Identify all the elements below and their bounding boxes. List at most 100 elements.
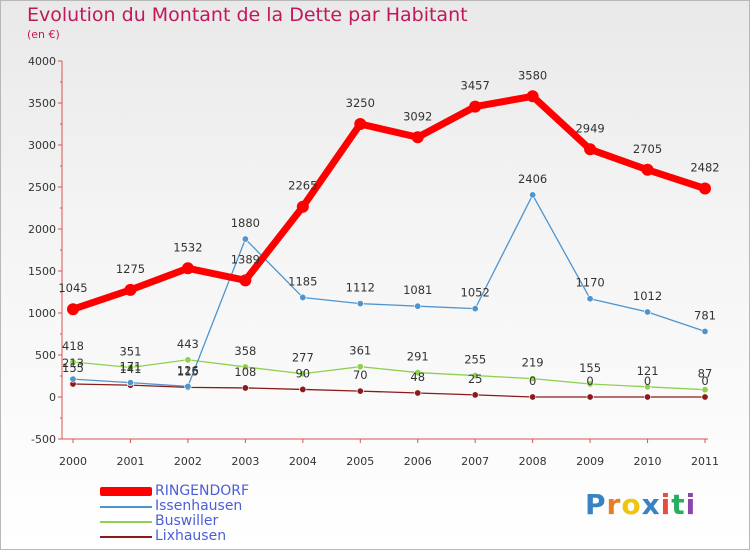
series-line-issenhausen [72,194,706,388]
data-point [701,386,709,394]
data-point [471,372,479,380]
data-label: 90 [295,366,310,380]
x-tick-label: 2011 [691,455,719,468]
data-label: 1045 [58,281,87,295]
data-point [644,308,652,316]
x-tick-label: 2001 [116,455,144,468]
data-label: 171 [119,360,141,374]
data-point [414,302,422,310]
data-label: 1532 [173,240,202,254]
data-label: 0 [586,374,593,388]
y-tick-label: 3000 [28,139,56,152]
logo-letter: r [606,488,622,521]
data-point [644,393,652,401]
data-point [299,385,307,393]
data-label: 1112 [346,281,375,295]
data-label: 418 [62,339,84,353]
data-label: 277 [292,351,314,365]
legend-item-buswiller: Buswiller [100,513,320,529]
y-tick-label: 500 [35,349,56,362]
y-tick-label: 2000 [28,223,56,236]
data-point [471,305,479,313]
data-label: 121 [637,364,659,378]
data-point [241,384,249,392]
data-point [644,383,652,391]
data-label: 0 [644,374,651,388]
x-tick-label: 2004 [289,455,317,468]
data-point [296,200,309,213]
legend-swatch-issenhausen [100,506,152,508]
data-point [411,131,424,144]
legend-label-ringendorf: RINGENDORF [155,483,250,499]
data-label: 3457 [461,79,490,93]
x-tick-label: 2002 [174,455,202,468]
y-tick-label: 1000 [28,307,56,320]
data-point [124,283,137,296]
logo-letter: P [585,488,607,521]
y-tick-label: -500 [31,433,56,446]
data-point [241,363,249,371]
data-label: 2265 [288,179,317,193]
data-point [126,379,134,387]
data-label: 70 [353,368,368,382]
logo-letter: o [621,488,642,521]
series-line-buswiller [72,359,706,391]
data-point [299,293,307,301]
data-label: 2406 [518,172,547,186]
data-label: 1081 [403,283,432,297]
data-point [184,382,192,390]
data-point [69,375,77,383]
data-label: 255 [464,353,486,367]
x-tick-label: 2000 [59,455,87,468]
data-label: 1052 [461,286,490,300]
data-point [299,370,307,378]
logo-letter: t [671,488,686,521]
data-point [701,393,709,401]
data-label: 1170 [575,276,604,290]
data-label: 155 [62,361,84,375]
x-tick-label: 2006 [404,455,432,468]
logo-letter: i [685,488,697,521]
x-tick-label: 2007 [461,455,489,468]
logo-letter: i [660,488,672,521]
data-point [641,163,654,176]
data-point [241,235,249,243]
x-tick-label: 2003 [231,455,259,468]
data-point [529,375,537,383]
data-point [586,380,594,388]
y-tick-label: 0 [49,391,56,404]
y-tick-label: 1500 [28,265,56,278]
data-label: 141 [119,362,141,376]
data-point [414,389,422,397]
legend-item-ringendorf: RINGENDORF [100,483,320,499]
data-label: 2949 [575,121,604,135]
series-line-lixhausen [72,383,706,398]
data-point [414,369,422,377]
data-point [184,356,192,364]
data-point [584,143,597,156]
legend: RINGENDORF Issenhausen Buswiller Lixhaus… [100,483,320,544]
data-label: 2482 [690,161,719,175]
legend-label-issenhausen: Issenhausen [155,498,243,514]
data-label: 291 [407,350,429,364]
data-point [69,358,77,366]
data-label: 351 [119,345,141,359]
data-label: 361 [349,344,371,358]
legend-swatch-lixhausen [100,536,152,538]
data-point [126,364,134,372]
data-point [356,363,364,371]
data-label: 48 [410,370,425,384]
data-label: 443 [177,337,199,351]
data-point [67,303,79,316]
x-tick-label: 2005 [346,455,374,468]
data-label: 358 [234,344,256,358]
data-point [356,300,364,308]
x-tick-label: 2010 [634,455,662,468]
legend-label-buswiller: Buswiller [155,513,219,529]
data-point [586,295,594,303]
legend-label-lixhausen: Lixhausen [155,528,227,544]
x-tick-label: 2008 [519,455,547,468]
legend-swatch-ringendorf [100,487,152,496]
